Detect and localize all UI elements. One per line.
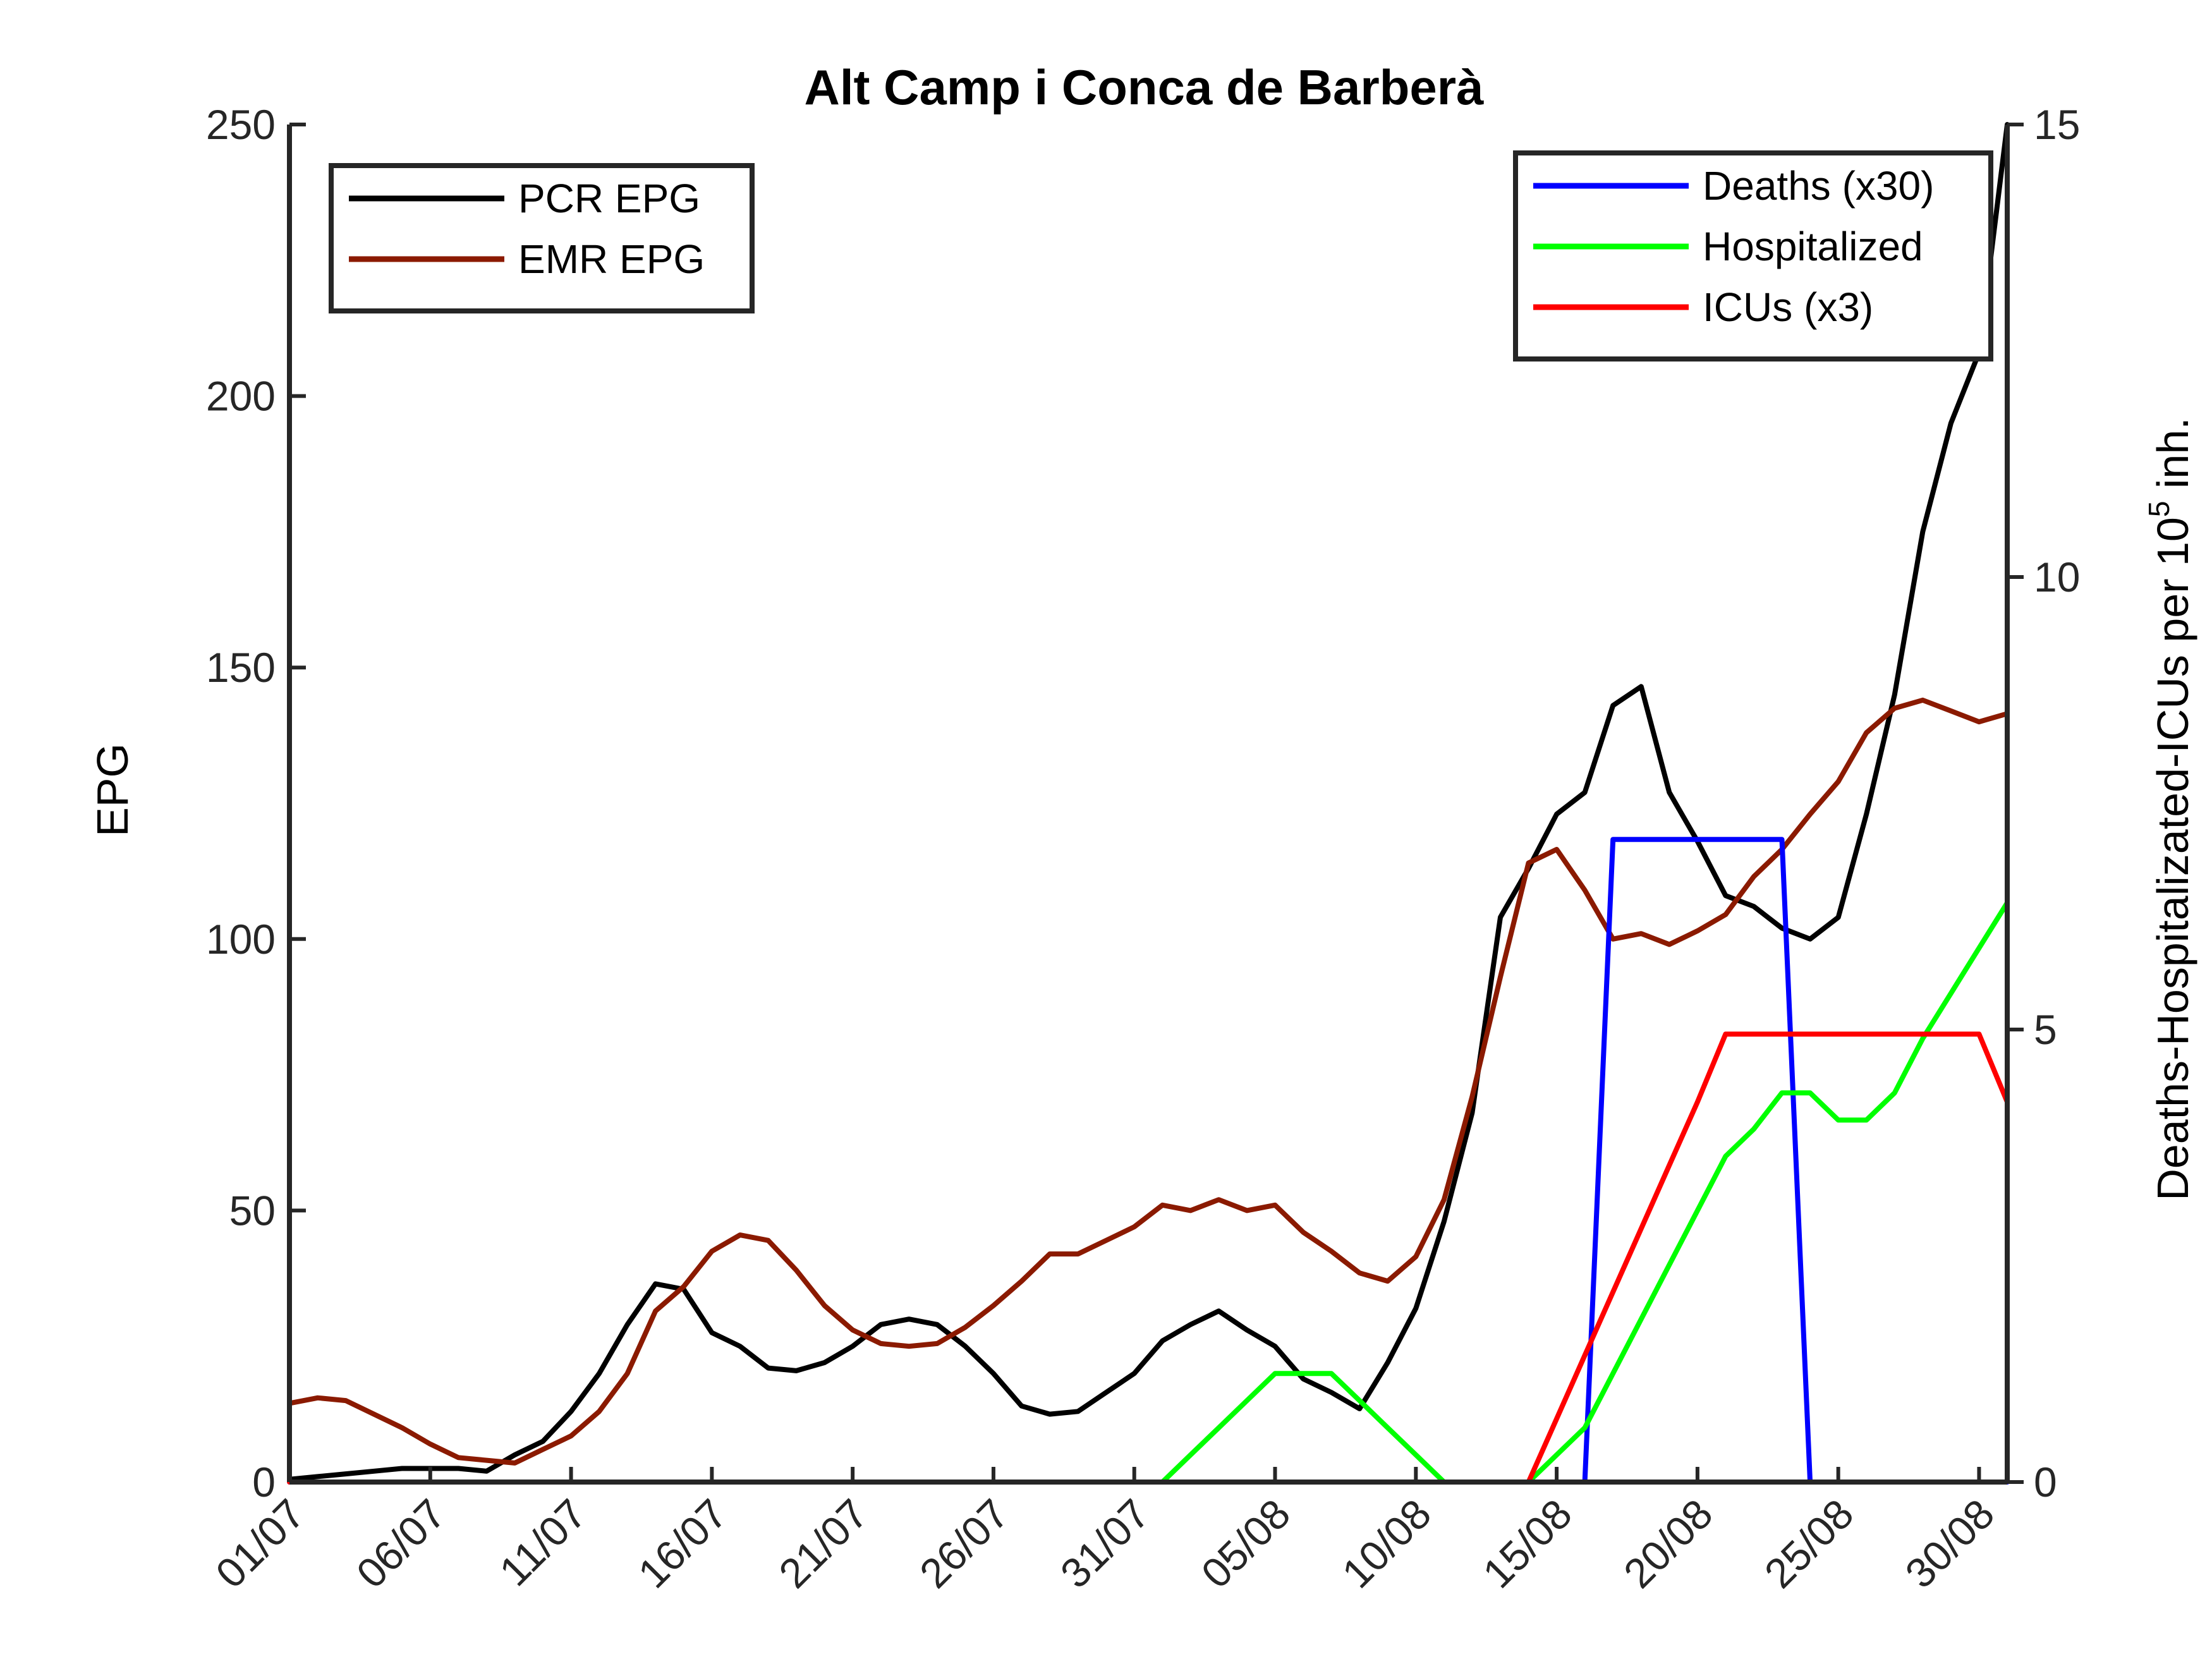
y-left-tick-label: 0 bbox=[252, 1459, 276, 1505]
y-left-tick-label: 200 bbox=[206, 373, 276, 420]
y-axis-right-label-suffix: inh. bbox=[2148, 417, 2197, 501]
y-right-tick-label: 0 bbox=[2034, 1459, 2057, 1505]
y-left-tick-label: 50 bbox=[229, 1187, 276, 1234]
y-axis-right-label-main: Deaths-Hospitalizated-ICUs per 10 bbox=[2148, 517, 2197, 1201]
legend-label-icus-x3: ICUs (x3) bbox=[1703, 284, 1873, 330]
legend-left: PCR EPG EMR EPG bbox=[329, 163, 755, 313]
series-line-emr-epg bbox=[287, 697, 2010, 1466]
y-axis-left-label: EPG bbox=[88, 743, 137, 837]
chart-title: Alt Camp i Conca de Barberà bbox=[805, 59, 1485, 115]
y-left-tick-label: 100 bbox=[206, 916, 276, 963]
legend-label-emr-epg: EMR EPG bbox=[518, 236, 705, 282]
y-axis-left: 0 50 100 150 200 250 bbox=[206, 101, 306, 1505]
legend-label-hospitalized: Hospitalized bbox=[1703, 224, 1923, 269]
legend-label-deaths-x30: Deaths (x30) bbox=[1703, 163, 1934, 209]
y-right-tick-label: 15 bbox=[2034, 101, 2080, 148]
series-line-pcr-epg bbox=[287, 122, 2010, 1482]
legend-label-pcr-epg: PCR EPG bbox=[518, 176, 700, 221]
y-left-tick-label: 150 bbox=[206, 644, 276, 691]
legend-right: Deaths (x30) Hospitalized ICUs (x3) bbox=[1513, 150, 1993, 362]
legend-left-box bbox=[329, 163, 755, 313]
y-axis-right-label-superscript: 5 bbox=[2142, 501, 2175, 518]
y-left-tick-label: 250 bbox=[206, 101, 276, 148]
series-line-hospitalized bbox=[1160, 900, 2010, 1485]
y-right-tick-label: 5 bbox=[2034, 1006, 2057, 1053]
y-right-tick-label: 10 bbox=[2034, 554, 2080, 600]
y-axis-right: 0 5 10 15 bbox=[2005, 101, 2080, 1505]
y-axis-right-label: Deaths-Hospitalizated-ICUs per 105 inh. bbox=[2142, 417, 2197, 1201]
